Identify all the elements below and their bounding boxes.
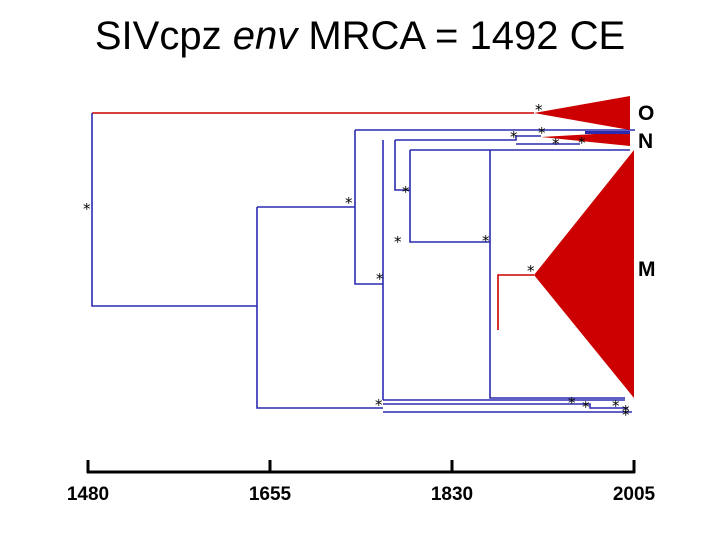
clade-n-label: N	[638, 130, 653, 153]
support-marker: *	[568, 394, 576, 412]
branch-root	[91, 113, 257, 307]
clade-m-label: M	[638, 258, 656, 281]
support-marker: *	[394, 233, 402, 251]
title-gene: env	[232, 14, 298, 58]
support-marker: *	[552, 135, 560, 153]
support-marker: *	[527, 262, 535, 280]
title-suffix: MRCA = 1492 CE	[297, 14, 626, 58]
support-markers: * * * * * * * * * * * * * * * * * *	[83, 101, 630, 424]
axis-tick-labels: 1480 1655 1830 2005	[67, 484, 656, 505]
support-marker: *	[482, 232, 490, 250]
tick-label-1655: 1655	[249, 484, 292, 505]
clade-o-wedge	[534, 96, 630, 130]
tree-branches	[91, 112, 635, 413]
tick-label-2005: 2005	[613, 484, 656, 505]
support-marker: *	[538, 124, 546, 142]
branch-node-c	[354, 130, 383, 285]
support-marker: *	[510, 128, 518, 146]
branch-node-f	[409, 150, 490, 243]
support-marker: *	[582, 398, 590, 416]
support-marker: *	[345, 194, 353, 212]
clade-o-label: O	[638, 102, 654, 125]
support-marker: *	[622, 406, 630, 424]
branch-m	[497, 274, 534, 330]
branch-bottom-2	[383, 403, 628, 409]
branch-m-stem	[489, 150, 625, 399]
support-marker: *	[612, 397, 620, 415]
tick-label-1480: 1480	[67, 484, 109, 505]
branch-n	[395, 135, 541, 141]
support-marker: *	[83, 200, 91, 218]
branch-node-a	[256, 207, 383, 409]
clade-m-wedge	[534, 150, 634, 398]
tick-label-1830: 1830	[431, 484, 473, 505]
branch-node-e	[394, 140, 410, 191]
title-prefix: SIVcpz	[94, 14, 233, 58]
support-marker: *	[402, 183, 410, 201]
support-marker: *	[376, 270, 384, 288]
clade-n-wedge	[541, 132, 630, 146]
time-axis	[86, 460, 636, 474]
support-marker: *	[375, 396, 383, 414]
clade-n-lineage	[585, 131, 630, 134]
support-marker: *	[535, 101, 543, 119]
slide-title: SIVcpz env MRCA = 1492 CE	[0, 14, 720, 59]
support-marker: *	[622, 402, 630, 420]
support-marker: *	[578, 134, 586, 152]
